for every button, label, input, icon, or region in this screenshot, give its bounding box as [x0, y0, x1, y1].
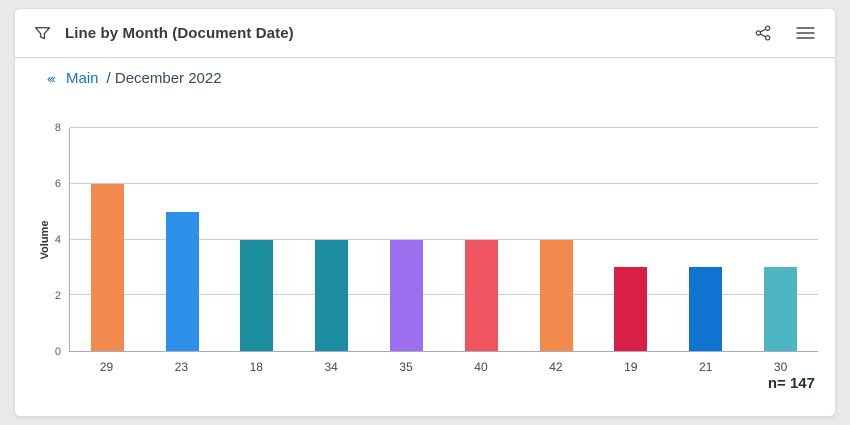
- x-tick-label: 21: [699, 360, 713, 374]
- collapse-breadcrumb-icon[interactable]: ‹‹‹: [47, 71, 56, 86]
- breadcrumb-current-label: December 2022: [114, 70, 222, 87]
- x-tick-label: 23: [174, 360, 189, 374]
- chart-widget-card: Line by Month (Document Date) ‹‹‹ Main /…: [14, 8, 836, 417]
- bar-21[interactable]: [689, 267, 723, 351]
- gridline: [70, 294, 818, 296]
- bar-slot: [668, 128, 743, 351]
- y-tick-label: 6: [54, 178, 61, 190]
- gridline: [70, 182, 818, 184]
- breadcrumb: ‹‹‹ Main / December 2022: [47, 70, 222, 87]
- sample-size-label: n= 147: [767, 375, 815, 392]
- x-tick-label: 18: [249, 360, 263, 374]
- bar-slot: [220, 128, 295, 351]
- y-tick-label: 2: [54, 290, 61, 302]
- bar-slot: [519, 128, 594, 351]
- breadcrumb-current: / December 2022: [107, 70, 222, 87]
- bar-slot: [444, 128, 519, 351]
- y-tick-label: 8: [54, 122, 61, 134]
- x-tick-label: 40: [474, 360, 488, 374]
- bar-34[interactable]: [315, 239, 349, 351]
- menu-icon[interactable]: [796, 26, 815, 40]
- breadcrumb-separator: /: [106, 70, 111, 87]
- gridline: [70, 238, 818, 240]
- bar-slot: [369, 128, 444, 351]
- breadcrumb-link-main[interactable]: Main: [66, 70, 99, 87]
- bar-18[interactable]: [240, 239, 274, 351]
- x-axis-labels: 29 23 18 34 35 40 42 19 21 30: [69, 360, 818, 374]
- share-icon[interactable]: [754, 24, 772, 42]
- gridline: [70, 127, 818, 128]
- x-tick-label: 19: [624, 360, 638, 374]
- bar-19[interactable]: [614, 267, 648, 351]
- bar-slot: [743, 128, 818, 351]
- bar-slot: [70, 128, 145, 351]
- widget-header: Line by Month (Document Date): [15, 9, 835, 58]
- bar-23[interactable]: [165, 211, 199, 351]
- bars: [70, 128, 818, 351]
- x-tick-label: 34: [324, 360, 338, 374]
- bar-slot: [145, 128, 220, 351]
- filter-icon[interactable]: [34, 25, 51, 42]
- bar-30[interactable]: [764, 267, 798, 351]
- bar-29[interactable]: [90, 183, 124, 351]
- bar-42[interactable]: [539, 239, 573, 351]
- bar-slot: [294, 128, 369, 351]
- x-tick-label: 29: [99, 360, 114, 374]
- widget-title: Line by Month (Document Date): [65, 24, 294, 42]
- x-tick-label: 42: [549, 360, 563, 374]
- y-axis-labels: 0 2 4 6 8: [31, 122, 61, 358]
- plot-area: [69, 127, 818, 352]
- bar-slot: [594, 128, 669, 351]
- y-tick-label: 4: [54, 234, 61, 246]
- x-tick-label: 30: [773, 360, 788, 374]
- y-tick-label: 0: [54, 346, 61, 358]
- bar-35[interactable]: [390, 239, 424, 351]
- x-tick-label: 35: [399, 360, 413, 374]
- bar-40[interactable]: [464, 239, 498, 351]
